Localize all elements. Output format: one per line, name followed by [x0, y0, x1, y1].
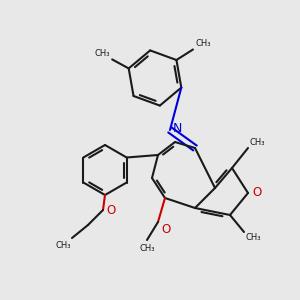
- Text: O: O: [162, 223, 171, 236]
- Text: CH₃: CH₃: [195, 39, 211, 48]
- Text: CH₃: CH₃: [139, 244, 155, 253]
- Text: O: O: [106, 203, 116, 217]
- Text: CH₃: CH₃: [250, 137, 265, 146]
- Text: CH₃: CH₃: [245, 233, 261, 242]
- Text: CH₃: CH₃: [55, 241, 70, 250]
- Text: CH₃: CH₃: [94, 49, 110, 58]
- Text: O: O: [252, 187, 261, 200]
- Text: N: N: [173, 122, 182, 135]
